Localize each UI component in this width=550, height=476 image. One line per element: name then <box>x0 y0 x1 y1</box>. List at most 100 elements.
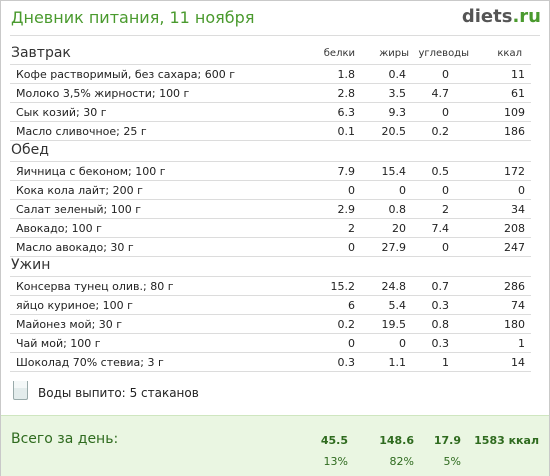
carbs-value: 0 <box>442 68 449 81</box>
col-header-kcal: ккал <box>497 48 522 59</box>
food-row[interactable]: Чай мой; 100 г 0 0 0.3 1 <box>10 333 531 352</box>
fat-value: 27.9 <box>381 241 407 254</box>
header-divider <box>10 35 540 36</box>
food-row[interactable]: Кофе растворимый, без сахара; 600 г 1.8 0.… <box>10 64 531 83</box>
food-name: Консерва тунец олив.; 80 г <box>16 280 174 293</box>
carbs-value: 0.2 <box>431 125 450 138</box>
water-glass-icon <box>13 381 28 400</box>
kcal-value: 186 <box>504 125 525 138</box>
kcal-value: 247 <box>504 241 525 254</box>
kcal-value: 208 <box>504 222 525 235</box>
protein-value: 2.9 <box>337 203 356 216</box>
fat-value: 0.8 <box>388 203 407 216</box>
meal-header: Ужин <box>10 256 531 276</box>
kcal-value: 286 <box>504 280 525 293</box>
kcal-value: 0 <box>518 184 525 197</box>
food-name: Салат зеленый; 100 г <box>16 203 142 216</box>
fat-percent: 82% <box>389 455 414 468</box>
carbs-value: 2 <box>442 203 449 216</box>
protein-value: 15.2 <box>330 280 356 293</box>
meal-title: Завтрак <box>11 45 71 61</box>
fat-value: 5.4 <box>388 299 407 312</box>
kcal-value: 109 <box>504 106 525 119</box>
protein-percent: 13% <box>323 455 348 468</box>
kcal-value: 180 <box>504 318 525 331</box>
site-logo[interactable]: diets.ru <box>462 6 541 27</box>
protein-value: 0 <box>348 184 355 197</box>
kcal-value: 34 <box>511 203 525 216</box>
meal-lunch: Обед Яичница с беконом; 100 г 7.9 15.4 0.5 1… <box>10 141 531 257</box>
total-label: Всего за день: <box>11 431 119 447</box>
col-header-fat: жиры <box>379 48 409 59</box>
food-name: Масло авокадо; 30 г <box>16 241 134 254</box>
meal-title: Ужин <box>11 257 51 273</box>
header: Дневник питания, 11 ноября diets.ru <box>1 1 549 35</box>
food-row[interactable]: Шоколад 70% стевиа; 3 г 0.3 1.1 1 14 <box>10 352 531 372</box>
fat-value: 0 <box>399 337 406 350</box>
carbs-value: 0.7 <box>431 280 450 293</box>
food-name: Молоко 3,5% жирности; 100 г <box>16 87 190 100</box>
carbs-value: 0 <box>442 106 449 119</box>
protein-value: 6 <box>348 299 355 312</box>
protein-value: 7.9 <box>337 165 356 178</box>
page-title: Дневник питания, 11 ноября <box>11 8 255 27</box>
food-name: Авокадо; 100 г <box>16 222 102 235</box>
food-row[interactable]: Масло авокадо; 30 г 0 27.9 0 247 <box>10 237 531 257</box>
protein-value: 0.1 <box>337 125 356 138</box>
protein-value: 2 <box>348 222 355 235</box>
food-name: Кока кола лайт; 200 г <box>16 184 143 197</box>
carbs-value: 0.3 <box>431 337 450 350</box>
carbs-value: 0.8 <box>431 318 450 331</box>
food-row[interactable]: Молоко 3,5% жирности; 100 г 2.8 3.5 4.7 61 <box>10 83 531 102</box>
food-name: Масло сливочное; 25 г <box>16 125 147 138</box>
food-row[interactable]: Консерва тунец олив.; 80 г 15.2 24.8 0.7 286 <box>10 276 531 295</box>
food-name: Кофе растворимый, без сахара; 600 г <box>16 68 235 81</box>
col-header-protein: белки <box>323 48 355 59</box>
food-row[interactable]: Масло сливочное; 25 г 0.1 20.5 0.2 186 <box>10 121 531 141</box>
meal-header: Завтрак белки жиры углеводы ккал <box>10 44 531 64</box>
carbs-value: 0 <box>442 184 449 197</box>
meal-header: Обед <box>10 141 531 161</box>
food-row[interactable]: Майонез мой; 30 г 0.2 19.5 0.8 180 <box>10 314 531 333</box>
food-name: Яичница с беконом; 100 г <box>16 165 166 178</box>
water-label: Воды выпито: <box>38 386 126 400</box>
carbs-percent: 5% <box>443 455 461 468</box>
daily-total: Всего за день: 45.5 148.6 17.9 1583 ккал… <box>1 415 549 476</box>
food-name: Майонез мой; 30 г <box>16 318 123 331</box>
fat-value: 3.5 <box>388 87 407 100</box>
total-fat: 148.6 <box>379 434 414 447</box>
food-row[interactable]: Кока кола лайт; 200 г 0 0 0 0 <box>10 180 531 199</box>
carbs-value: 1 <box>442 356 449 369</box>
kcal-value: 61 <box>511 87 525 100</box>
meal-title: Обед <box>11 142 49 158</box>
meal-breakfast: Завтрак белки жиры углеводы ккал Кофе ра… <box>10 44 531 141</box>
total-kcal: 1583 ккал <box>474 434 539 447</box>
kcal-value: 74 <box>511 299 525 312</box>
carbs-value: 0.3 <box>431 299 450 312</box>
fat-value: 15.4 <box>381 165 407 178</box>
food-name: Чай мой; 100 г <box>16 337 101 350</box>
carbs-value: 7.4 <box>431 222 450 235</box>
food-row[interactable]: Яичница с беконом; 100 г 7.9 15.4 0.5 172 <box>10 161 531 180</box>
fat-value: 20.5 <box>381 125 407 138</box>
fat-value: 24.8 <box>381 280 407 293</box>
food-name: Сык козий; 30 г <box>16 106 107 119</box>
total-carbs: 17.9 <box>433 434 461 447</box>
carbs-value: 0.5 <box>431 165 450 178</box>
protein-value: 1.8 <box>337 68 356 81</box>
food-row[interactable]: Салат зеленый; 100 г 2.9 0.8 2 34 <box>10 199 531 218</box>
meal-dinner: Ужин Консерва тунец олив.; 80 г 15.2 24.8 0… <box>10 256 531 372</box>
food-name: яйцо куриное; 100 г <box>16 299 133 312</box>
kcal-value: 1 <box>518 337 525 350</box>
protein-value: 0 <box>348 241 355 254</box>
fat-value: 0.4 <box>388 68 407 81</box>
protein-value: 0 <box>348 337 355 350</box>
fat-value: 1.1 <box>388 356 407 369</box>
protein-value: 0.3 <box>337 356 356 369</box>
food-row[interactable]: яйцо куриное; 100 г 6 5.4 0.3 74 <box>10 295 531 314</box>
food-row[interactable]: Сык козий; 30 г 6.3 9.3 0 109 <box>10 102 531 121</box>
carbs-value: 4.7 <box>431 87 450 100</box>
logo-main: diets <box>461 6 513 27</box>
food-row[interactable]: Авокадо; 100 г 2 20 7.4 208 <box>10 218 531 237</box>
